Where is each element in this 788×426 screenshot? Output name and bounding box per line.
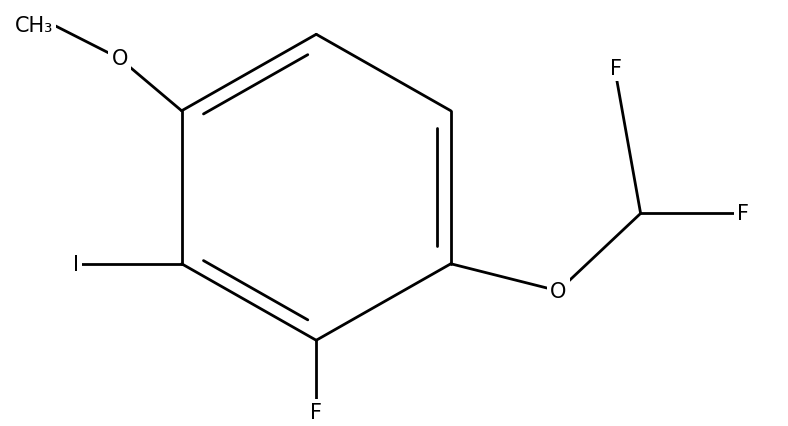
Text: I: I [73,254,79,274]
Text: F: F [310,402,322,422]
Text: O: O [550,281,567,301]
Text: F: F [738,204,749,224]
Text: O: O [111,49,128,69]
Text: F: F [611,59,623,79]
Text: CH₃: CH₃ [14,16,53,35]
